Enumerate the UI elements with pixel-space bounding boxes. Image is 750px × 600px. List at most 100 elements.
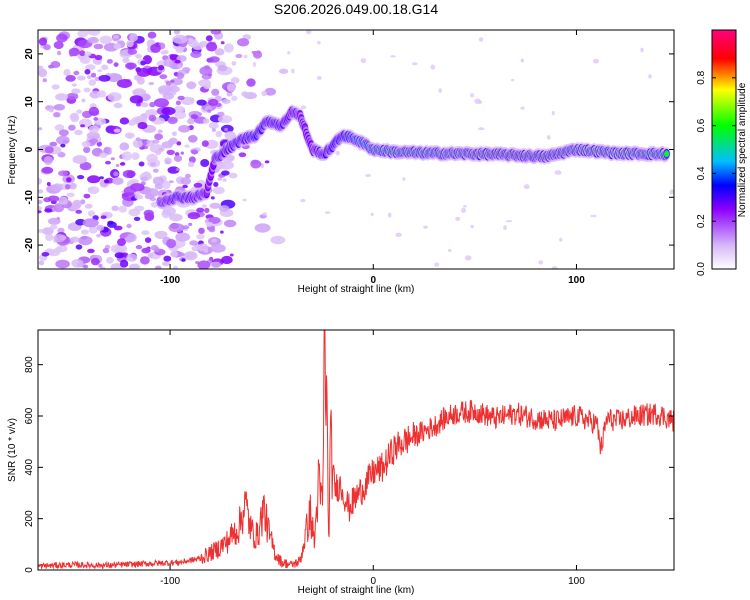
snr-panel: -100 0 100 0 200 400 600 800 Height of straight…	[7, 329, 675, 596]
heatmap-noise-blob	[229, 253, 234, 257]
heatmap-noise-blob	[88, 125, 100, 133]
heatmap-noise-blob	[119, 117, 130, 125]
heatmap-noise-blob	[187, 161, 195, 168]
heatmap-noise-blob	[186, 81, 197, 90]
heatmap-noise-blob	[411, 62, 418, 66]
heatmap-noise-blob	[153, 98, 169, 108]
heatmap-noise-blob	[116, 79, 133, 88]
heatmap-noise-blob	[110, 244, 128, 254]
heatmap-noise-blob	[464, 255, 472, 261]
heatmap-noise-blob	[127, 48, 138, 55]
heatmap-noise-blob	[241, 91, 248, 97]
heatmap-noise-blob	[133, 216, 141, 221]
heatmap-noise-blob	[88, 225, 98, 234]
heatmap-noise-blob	[81, 98, 86, 103]
heatmap-noise-blob	[242, 198, 247, 202]
heatmap-noise-blob	[58, 196, 68, 205]
heatmap-noise-blob	[99, 152, 108, 158]
heatmap-noise-blob	[187, 39, 199, 48]
heatmap-noise-blob	[208, 56, 220, 63]
heatmap-noise-blob	[196, 99, 207, 106]
heatmap-noise-blob	[112, 177, 124, 185]
heatmap-noise-blob	[136, 67, 151, 77]
heatmap-noise-blob	[174, 59, 181, 64]
heatmap-noise-blob	[79, 161, 92, 171]
heatmap-noise-blob	[262, 212, 267, 217]
heatmap-noise-blob	[168, 180, 174, 184]
heatmap-noise-blob	[438, 88, 443, 93]
x-tick-label: 0	[370, 576, 376, 587]
heatmap-noise-blob	[169, 213, 183, 222]
heatmap-noise-blob	[503, 225, 507, 231]
heatmap-noise-blob	[129, 95, 143, 104]
y-tick-label: 0	[24, 146, 35, 152]
snr-background	[38, 330, 674, 570]
heatmap-noise-blob	[66, 177, 72, 183]
heatmap-noise-blob	[48, 108, 54, 113]
heatmap-noise-blob	[121, 151, 132, 161]
heatmap-noise-blob	[136, 77, 145, 85]
heatmap-noise-blob	[180, 177, 191, 185]
heatmap-noise-blob	[208, 227, 216, 233]
heatmap-noise-blob	[71, 88, 81, 94]
heatmap-noise-blob	[222, 178, 227, 182]
heatmap-noise-blob	[149, 101, 156, 108]
heatmap-noise-blob	[99, 35, 113, 45]
heatmap-noise-blob	[648, 74, 652, 79]
heatmap-noise-blob	[510, 78, 515, 82]
heatmap-noise-blob	[167, 117, 178, 125]
heatmap-noise-blob	[387, 212, 392, 218]
heatmap-noise-blob	[129, 33, 139, 42]
heatmap-noise-blob	[223, 43, 234, 53]
heatmap-noise-blob	[114, 252, 126, 259]
heatmap-noise-blob	[122, 170, 136, 178]
heatmap-noise-blob	[554, 170, 562, 175]
heatmap-noise-blob	[94, 54, 103, 61]
heatmap-noise-blob	[84, 203, 93, 209]
heatmap-noise-blob	[205, 35, 213, 42]
heatmap-noise-blob	[145, 109, 158, 117]
heatmap-noise-blob	[238, 152, 247, 158]
snr-ylabel: SNR (10 * v/v)	[7, 418, 18, 482]
heatmap-noise-blob	[176, 64, 183, 69]
y-tick-label: -10	[24, 190, 35, 205]
heatmap-noise-blob	[155, 265, 162, 269]
y-tick-label: 20	[24, 48, 35, 60]
heatmap-noise-blob	[230, 77, 240, 84]
colorbar: 0.0 0.2 0.4 0.6 0.8 Normalized spectral ampl…	[696, 29, 748, 276]
heatmap-noise-blob	[252, 61, 256, 67]
heatmap-noise-blob	[224, 127, 229, 132]
heatmap-noise-blob	[135, 53, 142, 59]
heatmap-noise-blob	[42, 227, 54, 236]
heatmap-noise-blob	[209, 202, 221, 209]
heatmap-noise-blob	[43, 156, 53, 165]
heatmap-noise-blob	[183, 251, 198, 261]
heatmap-noise-blob	[196, 234, 205, 240]
heatmap-noise-blob	[38, 68, 48, 78]
heatmap-noise-blob	[53, 41, 64, 50]
heatmap-noise-blob	[63, 68, 71, 77]
heatmap-noise-blob	[127, 134, 133, 140]
heatmap-noise-blob	[176, 141, 182, 146]
heatmap-noise-blob	[115, 164, 120, 167]
heatmap-noise-blob	[178, 125, 191, 133]
snr-series-line	[38, 330, 674, 570]
colorbar-ticks: 0.0 0.2 0.4 0.6 0.8	[696, 70, 736, 276]
heatmap-noise-blob	[173, 265, 178, 269]
heatmap-noise-blob	[70, 113, 80, 123]
heatmap-noise-blob	[44, 146, 54, 154]
heatmap-noise-blob	[209, 256, 214, 261]
heatmap-noise-blob	[174, 152, 180, 157]
heatmap-noise-blob	[246, 78, 256, 87]
heatmap-noise-blob	[463, 205, 467, 208]
heatmap-noise-blob	[125, 238, 133, 243]
heatmap-noise-blob	[202, 118, 210, 124]
heatmap-noise-blob	[546, 135, 551, 140]
colorbar-gradient	[711, 29, 737, 270]
heatmap-noise-blob	[207, 109, 212, 113]
heatmap-noise-blob	[158, 85, 172, 94]
heatmap-noise-blob	[84, 51, 92, 57]
heatmap-noise-blob	[80, 235, 88, 240]
heatmap-noise-blob	[131, 152, 140, 161]
x-tick-label: 0	[370, 275, 376, 286]
